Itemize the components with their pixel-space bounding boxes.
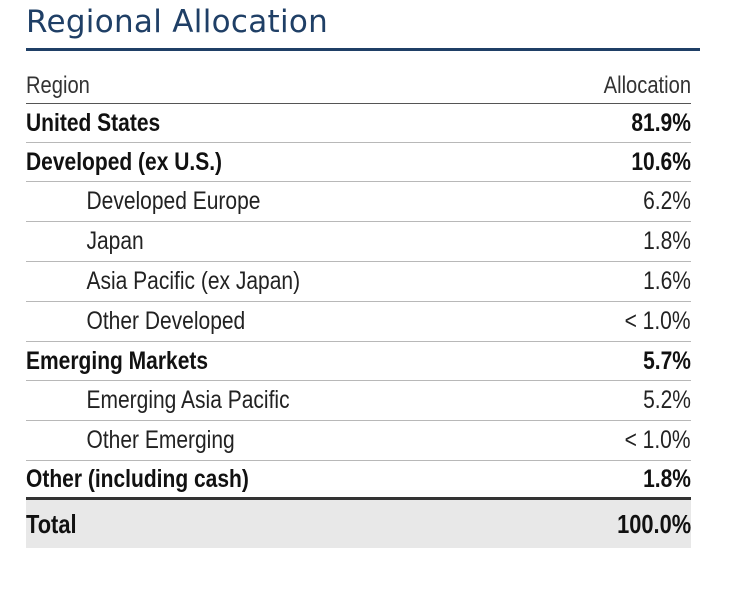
row-label: Developed (ex U.S.) [26, 147, 223, 176]
row-label: Asia Pacific (ex Japan) [86, 267, 301, 295]
table-row-emerging-asia-pacific: Emerging Asia Pacific 5.2% [26, 381, 691, 421]
table-row-other-emerging: Other Emerging < 1.0% [26, 421, 691, 461]
row-label: Developed Europe [86, 187, 261, 215]
total-label: Total [26, 508, 77, 539]
regional-allocation-table: Region Allocation United States 81.9% De… [26, 68, 691, 548]
row-label: United States [26, 108, 161, 137]
row-value: < 1.0% [625, 426, 691, 454]
row-label: Other Developed [86, 307, 246, 335]
table-row-asia-pacific-ex-japan: Asia Pacific (ex Japan) 1.6% [26, 262, 691, 302]
row-value: 1.8% [643, 464, 691, 493]
table-row-emerging-markets: Emerging Markets 5.7% [26, 342, 691, 381]
table-total-row: Total 100.0% [26, 500, 691, 548]
page-title: Regional Allocation [26, 4, 329, 40]
title-divider [26, 48, 700, 51]
row-value: 10.6% [631, 147, 691, 176]
row-label: Other Emerging [86, 426, 235, 454]
row-value: 81.9% [631, 108, 691, 137]
table-row-japan: Japan 1.8% [26, 222, 691, 262]
row-label: Emerging Markets [26, 346, 209, 375]
table-row-united-states: United States 81.9% [26, 104, 691, 143]
table-header-row: Region Allocation [26, 68, 691, 104]
table-row-other-developed: Other Developed < 1.0% [26, 302, 691, 342]
row-value: < 1.0% [625, 307, 691, 335]
row-label: Emerging Asia Pacific [86, 386, 290, 414]
row-value: 5.2% [643, 386, 691, 414]
table-row-developed-europe: Developed Europe 6.2% [26, 182, 691, 222]
allocation-column-header: Allocation [603, 71, 691, 99]
row-value: 1.8% [643, 227, 691, 255]
region-column-header: Region [26, 71, 90, 99]
row-value: 1.6% [643, 267, 691, 295]
total-value: 100.0% [616, 508, 691, 539]
row-value: 5.7% [643, 346, 691, 375]
table-row-other-including-cash: Other (including cash) 1.8% [26, 461, 691, 500]
row-label: Other (including cash) [26, 464, 249, 493]
row-value: 6.2% [643, 187, 691, 215]
table-row-developed-ex-us: Developed (ex U.S.) 10.6% [26, 143, 691, 182]
row-label: Japan [86, 227, 144, 255]
